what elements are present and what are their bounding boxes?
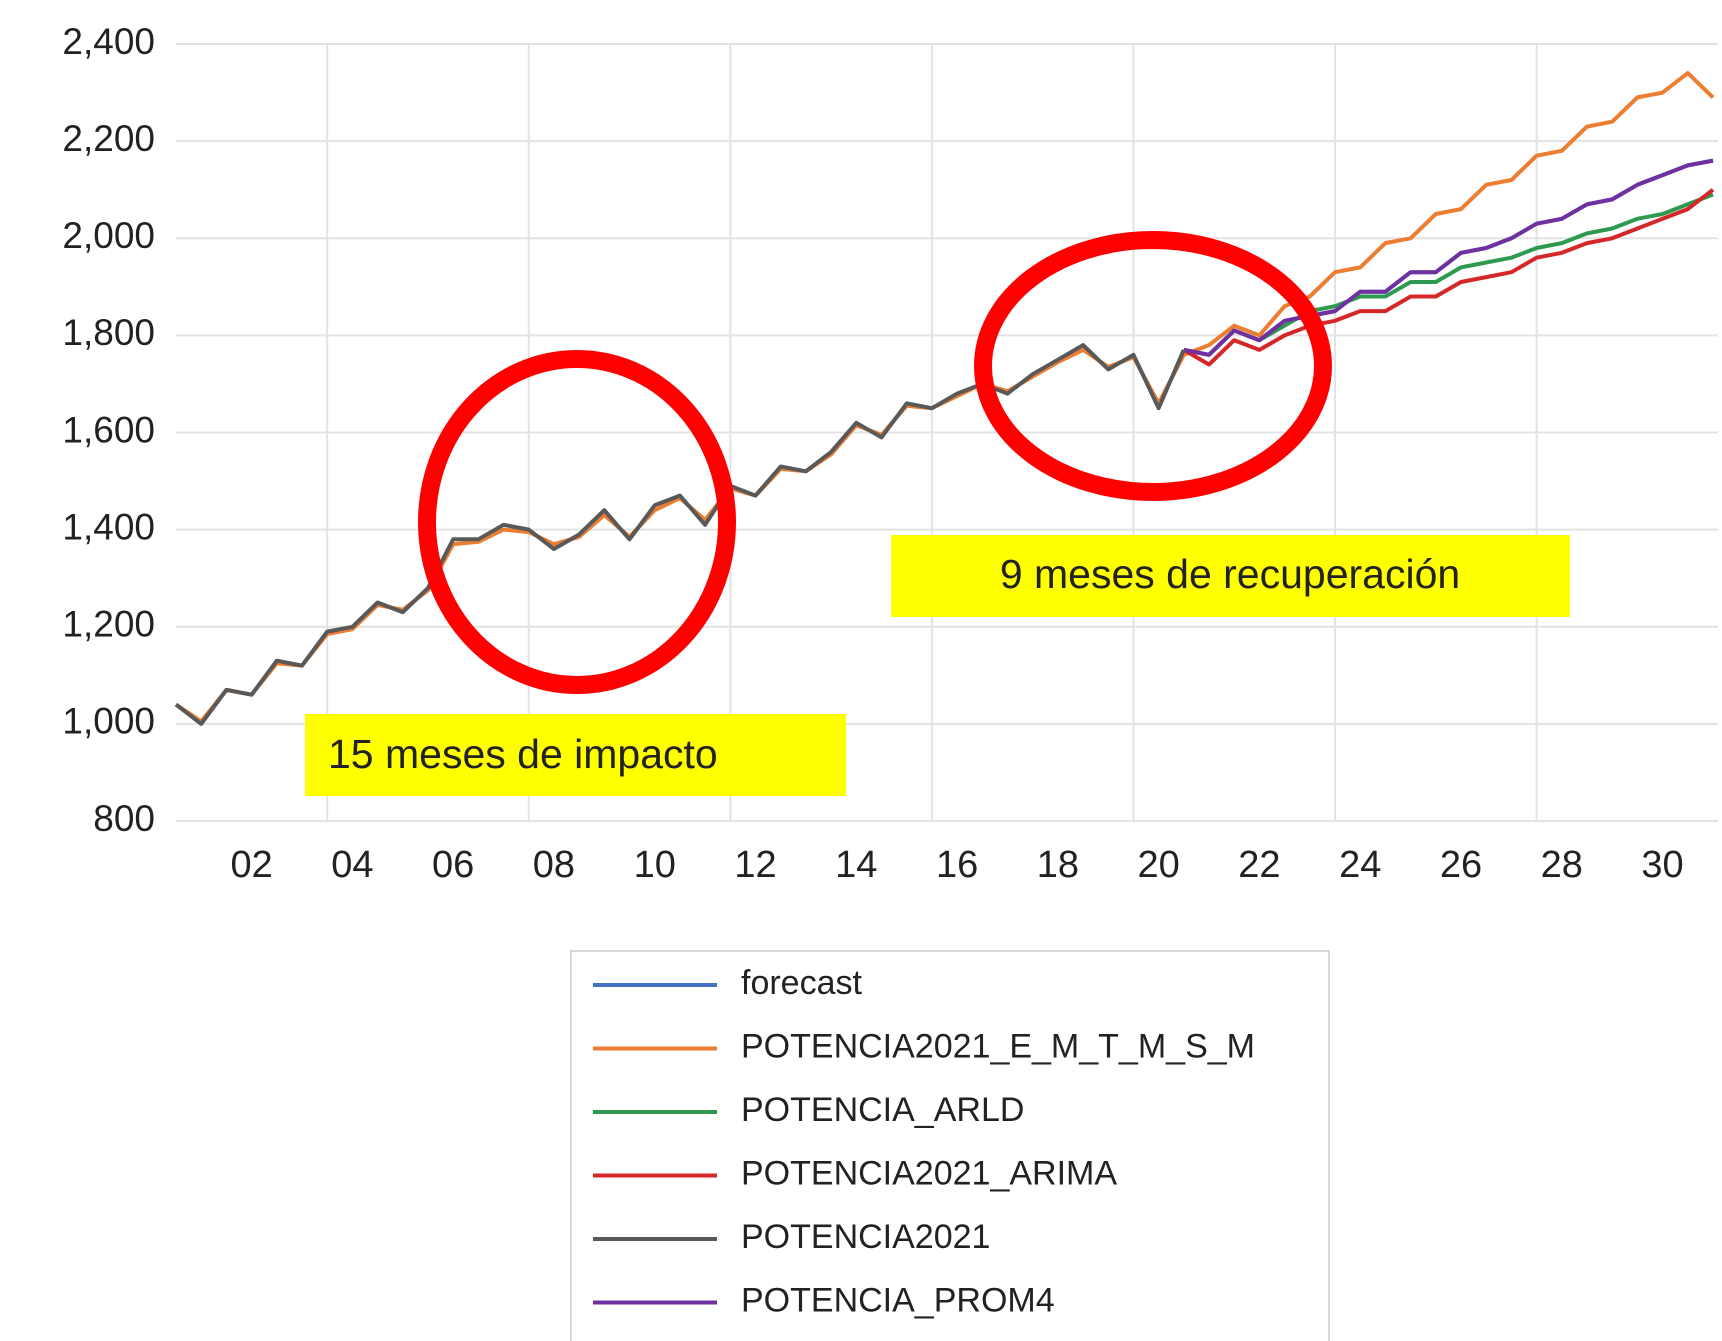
y-tick-label: 2,000 [62,215,155,256]
y-tick-label: 1,000 [62,701,155,742]
x-tick-label: 28 [1541,844,1583,886]
axes: 800 1,000 1,200 1,400 1,600 1,800 2,000 2,200 2,… [62,21,1683,886]
highlight-ellipse [418,350,736,694]
legend-label: POTENCIA2021_E_M_T_M_S_M [741,1027,1255,1065]
series-line [174,343,1186,726]
legend-label: POTENCIA_PROM4 [741,1281,1055,1319]
legend: forecast POTENCIA2021_E_M_T_M_S_M POTENCIA… [593,964,1255,1319]
plot-lines [174,71,1715,726]
x-tick-label: 16 [936,844,978,886]
highlight-ellipse [974,231,1332,501]
legend-label: POTENCIA_ARLD [741,1091,1024,1129]
x-tick-label: 08 [533,844,575,886]
x-tick-label: 18 [1037,844,1079,886]
x-tick-label: 10 [634,844,676,886]
x-tick-label: 26 [1440,844,1482,886]
y-tick-label: 1,400 [62,506,155,547]
x-tick-label: 06 [432,844,474,886]
x-tick-label: 14 [835,844,877,886]
x-tick-label: 04 [331,844,373,886]
y-tick-label: 1,600 [62,409,155,450]
y-tick-label: 2,400 [62,21,155,62]
x-tick-label: 30 [1641,844,1683,886]
legend-box [570,950,1330,1341]
annotation-text: 9 meses de recuperación [1000,551,1460,597]
annotation-box [305,714,846,796]
x-tick-label: 20 [1138,844,1180,886]
annotation-text: 15 meses de impacto [328,731,718,777]
y-tick-label: 800 [93,798,155,839]
grid [176,43,1718,822]
series-line [174,71,1715,724]
y-tick-label: 1,800 [62,312,155,353]
series-line [1182,188,1715,367]
legend-label: forecast [741,964,862,1002]
series-line [1183,158,1714,357]
x-tick-label: 02 [230,844,272,886]
legend-label: POTENCIA2021 [741,1218,990,1256]
x-tick-label: 22 [1238,844,1280,886]
legend-label: POTENCIA2021_ARIMA [741,1154,1117,1192]
x-tick-label: 12 [734,844,776,886]
y-tick-label: 1,200 [62,604,155,645]
x-tick-label: 24 [1339,844,1381,886]
series-line [1183,158,1714,357]
annotation-box [891,535,1570,617]
y-tick-label: 2,200 [62,118,155,159]
